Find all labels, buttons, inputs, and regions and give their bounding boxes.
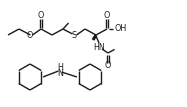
Text: S: S [71, 30, 76, 39]
Text: H: H [57, 63, 63, 73]
Text: HN: HN [93, 42, 105, 51]
Text: O: O [104, 10, 110, 19]
Text: O: O [27, 30, 33, 39]
Text: O: O [105, 62, 111, 71]
Text: O: O [38, 10, 44, 19]
Text: N: N [57, 68, 63, 77]
Text: OH: OH [115, 24, 127, 33]
